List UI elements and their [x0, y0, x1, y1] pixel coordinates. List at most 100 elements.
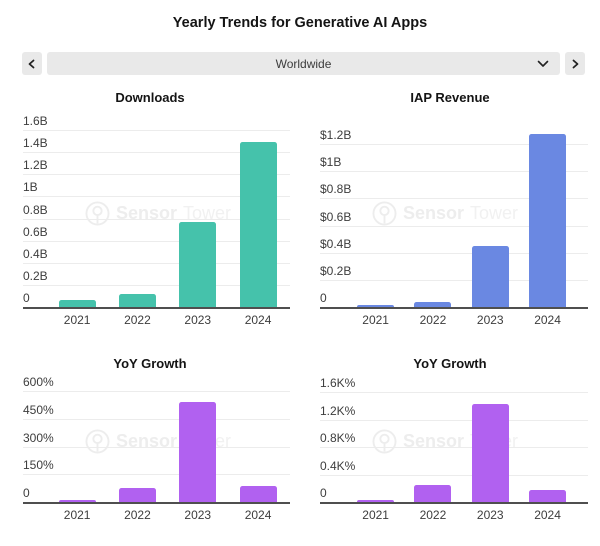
region-nav: Worldwide — [22, 52, 585, 75]
bar-2022[interactable] — [414, 301, 452, 307]
bar-2023[interactable] — [179, 221, 217, 307]
x-axis-line — [23, 502, 290, 504]
y-tick-label: 1B — [23, 180, 38, 195]
region-selector-value: Worldwide — [275, 56, 332, 71]
y-tick-label: $0.2B — [320, 263, 352, 278]
watermark-brand-bold: Sensor — [116, 431, 178, 451]
y-tick-label: $0.6B — [320, 209, 352, 224]
x-tick-label: 2022 — [124, 313, 151, 327]
y-tick-label: $0.4B — [320, 236, 352, 251]
gridline — [320, 144, 588, 145]
bar-2022[interactable] — [118, 488, 156, 502]
x-tick-label: 2024 — [244, 313, 272, 327]
chevron-down-icon — [537, 60, 549, 68]
bar-2023[interactable] — [471, 245, 509, 307]
gridline — [320, 474, 588, 476]
bar-2024[interactable] — [239, 142, 277, 307]
x-tick-label: 2021 — [362, 508, 389, 522]
x-tick-label: 2021 — [63, 508, 91, 522]
x-axis-line — [23, 307, 290, 309]
y-tick-label: 0.8K% — [320, 431, 356, 445]
charts-grid: Downloads Sensor Tower 0 0.2B 0.4B 0.6B 0.8B 1B 1… — [0, 84, 600, 530]
x-axis-line — [320, 502, 588, 504]
sensortower-logo-icon — [85, 201, 110, 226]
chevron-left-icon — [27, 59, 37, 69]
gridline — [320, 198, 588, 200]
region-selector[interactable]: Worldwide — [47, 52, 560, 75]
y-tick-label: 1.6B — [23, 114, 48, 128]
gridline — [320, 447, 588, 448]
gridline — [23, 130, 290, 131]
chart-title-iap-revenue: IAP Revenue — [410, 90, 490, 105]
chart-yoy-growth-revenue: YoY GrowthSensorTower00.4K%0.8K%1.2K%1.6… — [300, 329, 600, 530]
gridline — [23, 152, 290, 154]
y-tick-label: 0.2B — [23, 268, 48, 283]
gridline — [23, 474, 290, 476]
x-tick-label: 2021 — [362, 313, 389, 327]
y-tick-label: 0 — [23, 486, 30, 500]
watermark-brand-light: Tower — [470, 203, 519, 223]
bar-2023[interactable] — [471, 404, 509, 502]
y-tick-label: 1.2K% — [320, 403, 356, 418]
y-tick-label: $1B — [320, 155, 342, 170]
x-tick-label: 2023 — [184, 508, 212, 522]
chart-title-downloads: Downloads — [115, 90, 185, 105]
bar-2021[interactable] — [58, 500, 96, 502]
page-title: Yearly Trends for Generative AI Apps — [172, 15, 428, 31]
y-tick-label: $1.2B — [320, 128, 352, 142]
y-tick-label: 0.6B — [23, 224, 48, 239]
y-tick-label: 1.4B — [23, 136, 48, 151]
x-tick-label: 2022 — [419, 508, 447, 522]
gridline — [23, 284, 290, 286]
gridline — [320, 171, 588, 173]
next-region-button[interactable] — [565, 52, 585, 75]
x-tick-label: 2022 — [419, 313, 447, 327]
chart-iap-revenue: IAP Revenue Sensor Tower 0 $0.2B $0.4B $0.6B $0… — [300, 84, 600, 329]
gridline — [23, 196, 290, 198]
watermark-brand-bold: Sensor — [403, 431, 465, 451]
bar-2022[interactable] — [118, 293, 156, 307]
bar-2022[interactable] — [414, 484, 452, 502]
bar-2024[interactable] — [529, 134, 567, 307]
sensortower-logo-icon — [372, 201, 397, 226]
bar-2024[interactable] — [239, 485, 277, 502]
y-tick-label: 0 — [320, 486, 327, 500]
bar-2021[interactable] — [58, 300, 96, 307]
gridline — [320, 252, 588, 254]
gridline — [320, 279, 588, 281]
bar-2021[interactable] — [357, 305, 395, 307]
gridline — [320, 392, 588, 393]
y-tick-label: 0 — [23, 291, 30, 305]
gridline — [320, 225, 588, 227]
y-tick-label: 1.2B — [23, 158, 48, 173]
previous-region-button[interactable] — [22, 52, 42, 75]
y-tick-label: 150% — [23, 458, 54, 473]
y-tick-label: 300% — [23, 430, 54, 445]
bar-2021[interactable] — [357, 500, 395, 502]
sensortower-logo-icon — [372, 429, 397, 454]
x-tick-label: 2021 — [63, 313, 91, 327]
y-tick-label: 0.4B — [23, 246, 48, 261]
y-tick-label: $0.8B — [320, 182, 352, 197]
y-tick-label: 0 — [320, 291, 327, 305]
x-tick-label: 2022 — [124, 508, 151, 522]
x-tick-label: 2023 — [476, 313, 504, 327]
gridline — [23, 240, 290, 242]
gridline — [23, 446, 290, 448]
chevron-right-icon — [570, 59, 580, 69]
x-tick-label: 2023 — [184, 313, 212, 327]
gridline — [23, 418, 290, 420]
bar-2023[interactable] — [179, 402, 217, 502]
x-axis-line — [320, 307, 588, 309]
x-tick-label: 2024 — [534, 508, 561, 522]
x-tick-label: 2024 — [244, 508, 272, 522]
gridline — [320, 419, 588, 421]
x-tick-label: 2024 — [534, 313, 561, 327]
y-tick-label: 1.6K% — [320, 376, 356, 390]
bar-2024[interactable] — [529, 489, 567, 502]
watermark-brand-light: Tower — [183, 203, 232, 223]
watermark-brand-bold: Sensor — [116, 203, 178, 223]
gridline — [23, 391, 290, 392]
y-tick-label: 450% — [23, 402, 54, 417]
chart-title-yoy-growth-revenue: YoY Growth — [413, 356, 487, 371]
